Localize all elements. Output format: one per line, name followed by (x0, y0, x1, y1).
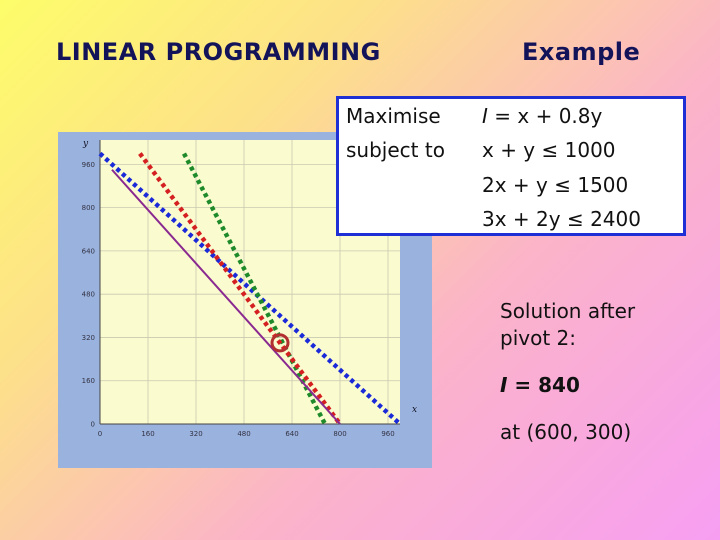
x-tick-label: 640 (285, 430, 298, 438)
y-tick-label: 640 (82, 247, 95, 255)
x-tick-label: 0 (98, 430, 102, 438)
subject-to-label: subject to (346, 138, 445, 162)
maximise-label: Maximise (346, 104, 441, 128)
y-axis-label: y (82, 139, 89, 149)
solution-objective-value: = 840 (514, 373, 580, 397)
x-tick-label: 800 (333, 430, 346, 438)
series-line-4 (111, 169, 341, 425)
constraint-1: x + y ≤ 1000 (482, 138, 616, 162)
solution-text: Solution after pivot 2: (500, 299, 636, 350)
x-tick-label: 960 (381, 430, 394, 438)
slide-title: LINEAR PROGRAMMING (56, 38, 381, 66)
y-tick-label: 320 (82, 334, 95, 342)
y-tick-label: 800 (82, 204, 95, 212)
constraint-3: 3x + 2y ≤ 2400 (482, 207, 641, 231)
objective-var: I (482, 104, 488, 128)
solution-point: at (600, 300) (500, 420, 632, 444)
problem-box: Maximise I = x + 0.8y subject to x + y ≤… (336, 96, 686, 236)
constraint-2: 2x + y ≤ 1500 (482, 173, 629, 197)
series-line-3 (138, 152, 342, 426)
y-tick-label: 160 (82, 377, 95, 385)
objective-function: I = x + 0.8y (482, 104, 602, 128)
x-tick-label: 480 (237, 430, 250, 438)
example-heading: Example (522, 38, 641, 66)
y-tick-label: 0 (91, 421, 95, 429)
x-axis-label: x (412, 405, 417, 415)
x-tick-label: 160 (141, 430, 154, 438)
optimal-point-marker (270, 333, 290, 353)
y-tick-label: 960 (82, 161, 95, 169)
objective-rhs: = x + 0.8y (494, 104, 603, 128)
solution-objective-var: I (500, 373, 508, 397)
y-tick-label: 480 (82, 291, 95, 299)
x-tick-label: 320 (189, 430, 202, 438)
series-line-2 (182, 152, 327, 426)
objective-value-line: I = 840 (500, 372, 580, 399)
